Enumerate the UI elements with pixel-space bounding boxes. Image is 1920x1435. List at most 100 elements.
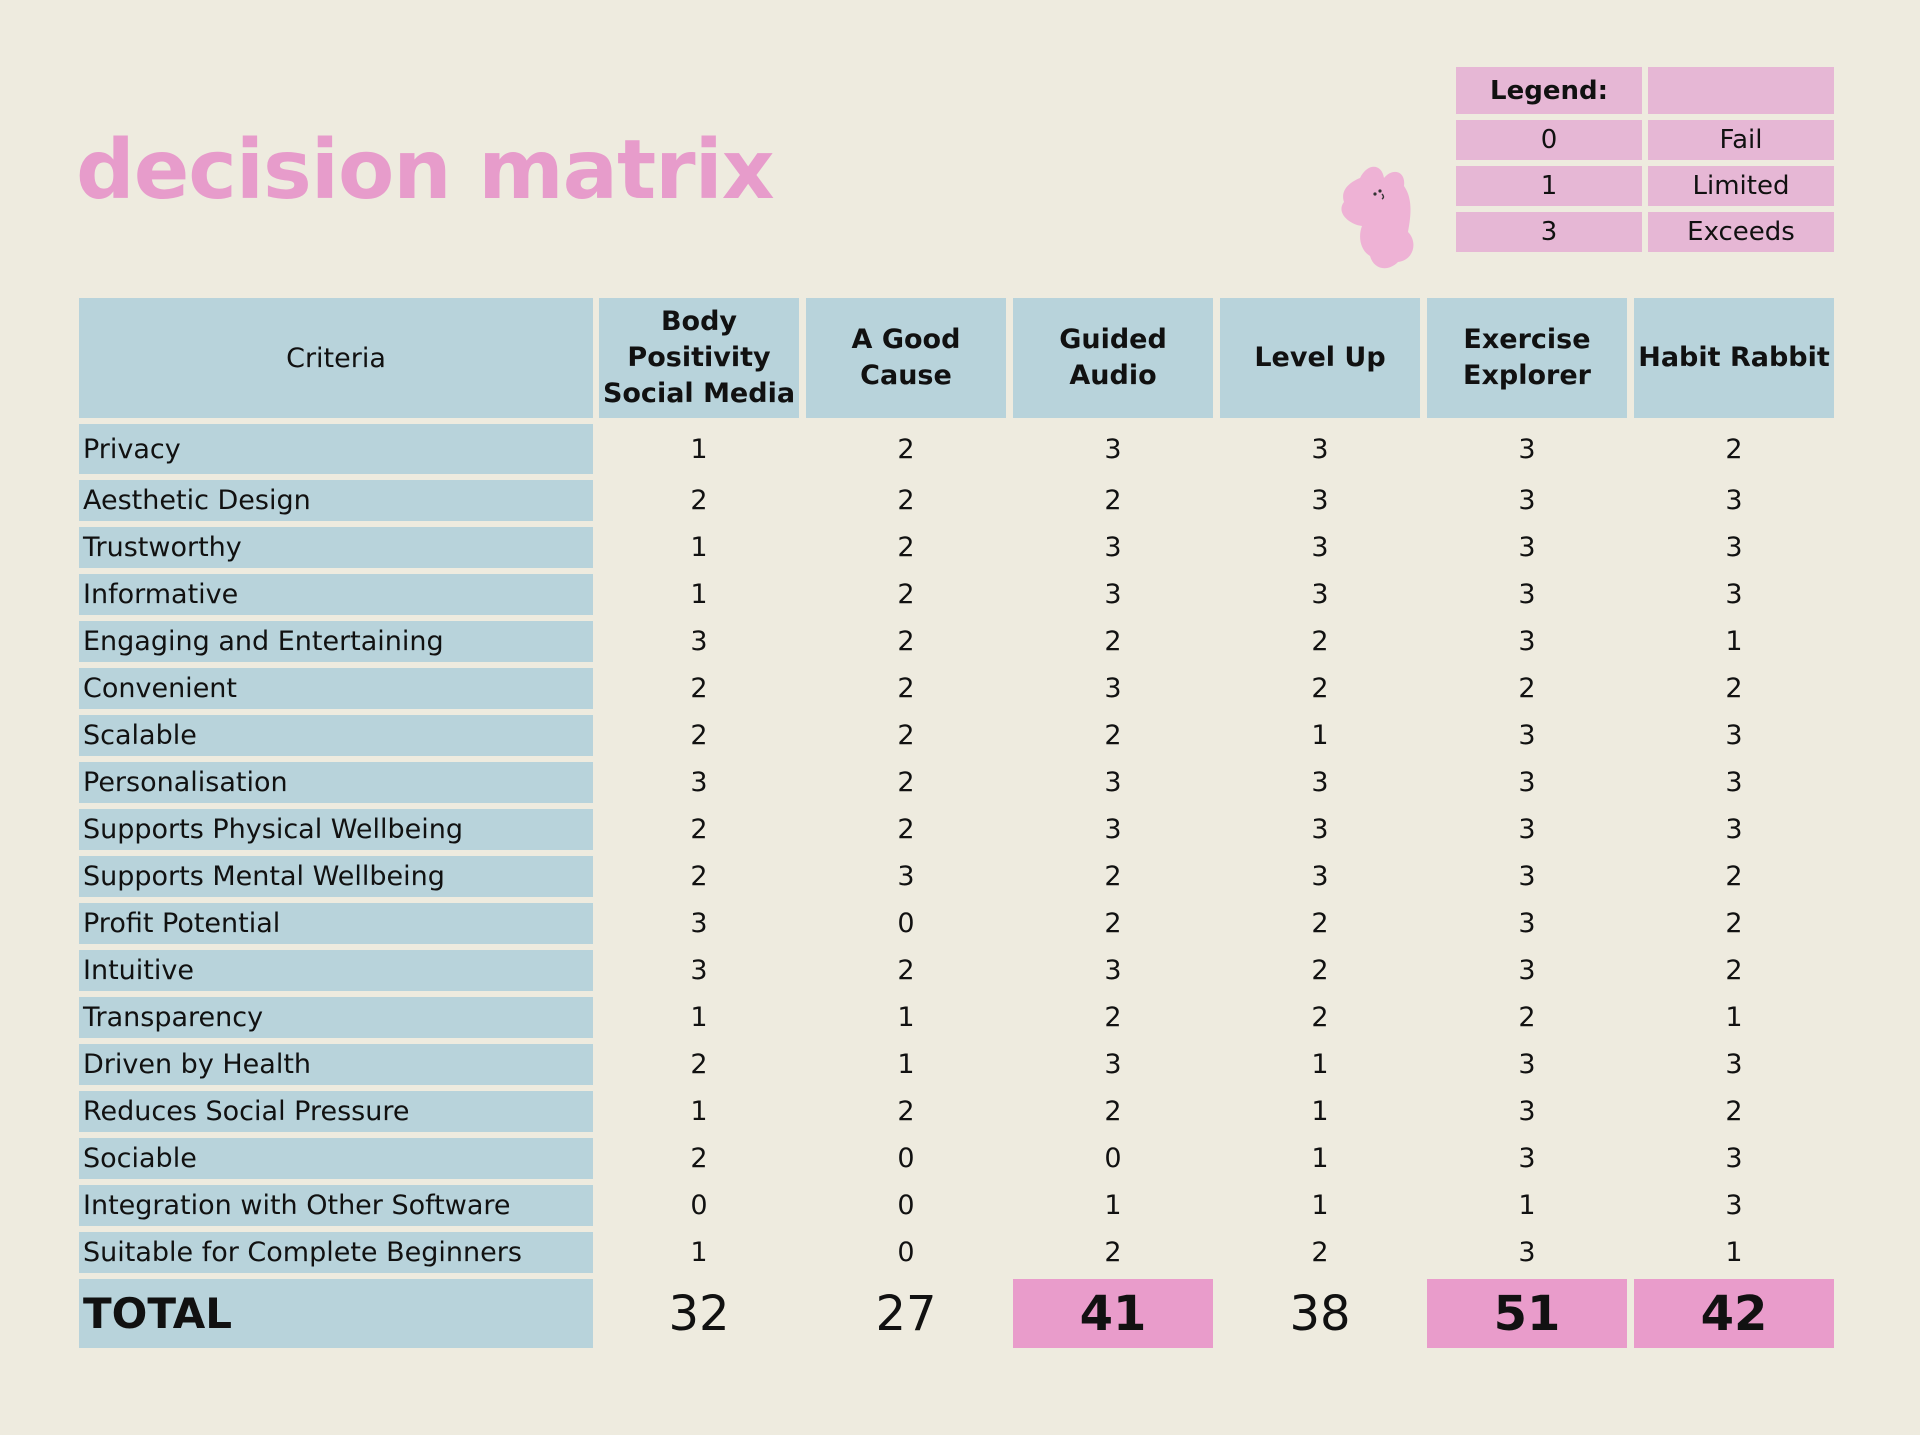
- option-header: A Good Cause: [806, 298, 1006, 418]
- score-cell: 1: [690, 532, 708, 563]
- score-cell: 2: [1104, 485, 1122, 516]
- score-cell: 3: [1518, 1237, 1536, 1268]
- score-cell: 3: [1725, 485, 1743, 516]
- score-cell: 3: [1518, 579, 1536, 610]
- table-body: Privacy 1 2 3 3 3 2 Aesthetic Design 2 2 2 3 3 3 Trust…: [79, 424, 1834, 1273]
- score-cell: 3: [1311, 861, 1329, 892]
- score-cell: 3: [1725, 532, 1743, 563]
- score-cell: 1: [1104, 1190, 1122, 1221]
- score-cell: 2: [1311, 955, 1329, 986]
- score-cell: 3: [1518, 767, 1536, 798]
- table-row: Engaging and Entertaining 3 2 2 2 3 1: [79, 621, 1834, 662]
- score-cell: 0: [897, 1143, 915, 1174]
- score-cell: 2: [1725, 1096, 1743, 1127]
- score-cell: 2: [1725, 955, 1743, 986]
- score-cell: 1: [690, 579, 708, 610]
- criterion-label: Privacy: [79, 424, 593, 474]
- table-row: Trustworthy 1 2 3 3 3 3: [79, 527, 1834, 568]
- score-cell: 1: [897, 1049, 915, 1080]
- legend-header-row: Legend:: [1456, 67, 1834, 114]
- total-value: 42: [1634, 1279, 1834, 1348]
- score-cell: 3: [1104, 532, 1122, 563]
- score-cell: 2: [690, 1143, 708, 1174]
- table-row: Personalisation 3 2 3 3 3 3: [79, 762, 1834, 803]
- total-value: 27: [875, 1285, 937, 1342]
- score-cell: 2: [690, 814, 708, 845]
- score-cell: 1: [1311, 1049, 1329, 1080]
- legend: Legend: 0 Fail 1 Limited 3 Exceeds: [1456, 67, 1834, 258]
- score-cell: 3: [690, 626, 708, 657]
- score-cell: 3: [1518, 626, 1536, 657]
- score-cell: 3: [1104, 673, 1122, 704]
- score-cell: 0: [690, 1190, 708, 1221]
- legend-entry: 3 Exceeds: [1456, 212, 1834, 252]
- score-cell: 2: [1518, 673, 1536, 704]
- score-cell: 1: [1725, 626, 1743, 657]
- option-header: Habit Rabbit: [1634, 298, 1834, 418]
- score-cell: 3: [1104, 955, 1122, 986]
- table-row: Driven by Health 2 1 3 1 3 3: [79, 1044, 1834, 1085]
- score-cell: 0: [897, 1237, 915, 1268]
- table-row: Informative 1 2 3 3 3 3: [79, 574, 1834, 615]
- table-row: Transparency 1 1 2 2 2 1: [79, 997, 1834, 1038]
- score-cell: 2: [1311, 1237, 1329, 1268]
- score-cell: 2: [897, 532, 915, 563]
- score-cell: 2: [1104, 626, 1122, 657]
- score-cell: 3: [1725, 1049, 1743, 1080]
- option-header: Level Up: [1220, 298, 1420, 418]
- score-cell: 3: [1518, 814, 1536, 845]
- score-cell: 2: [1518, 1002, 1536, 1033]
- score-cell: 2: [690, 1049, 708, 1080]
- score-cell: 2: [1311, 908, 1329, 939]
- score-cell: 2: [1104, 1096, 1122, 1127]
- table-row: Supports Mental Wellbeing 2 3 2 3 3 2: [79, 856, 1834, 897]
- score-cell: 2: [897, 1096, 915, 1127]
- score-cell: 1: [690, 433, 708, 465]
- score-cell: 2: [897, 673, 915, 704]
- score-cell: 3: [1104, 433, 1122, 465]
- score-cell: 2: [1725, 908, 1743, 939]
- score-cell: 2: [1311, 626, 1329, 657]
- legend-entry: 0 Fail: [1456, 120, 1834, 160]
- legend-meaning: Exceeds: [1648, 212, 1834, 252]
- table-row: Integration with Other Software 0 0 1 1 1 3: [79, 1185, 1834, 1226]
- table-row: Reduces Social Pressure 1 2 2 1 3 2: [79, 1091, 1834, 1132]
- score-cell: 2: [1104, 720, 1122, 751]
- total-value: 38: [1289, 1285, 1351, 1342]
- option-header: Body Positivity Social Media: [599, 298, 799, 418]
- total-value: 41: [1013, 1279, 1213, 1348]
- score-cell: 1: [690, 1237, 708, 1268]
- criterion-label: Reduces Social Pressure: [79, 1091, 593, 1132]
- score-cell: 3: [1518, 908, 1536, 939]
- score-cell: 3: [1311, 485, 1329, 516]
- criterion-label: Supports Mental Wellbeing: [79, 856, 593, 897]
- legend-score: 1: [1456, 166, 1642, 206]
- page-title: decision matrix: [76, 123, 775, 218]
- score-cell: 3: [1725, 814, 1743, 845]
- criterion-label: Transparency: [79, 997, 593, 1038]
- score-cell: 3: [1311, 433, 1329, 465]
- score-cell: 3: [1104, 579, 1122, 610]
- criterion-label: Engaging and Entertaining: [79, 621, 593, 662]
- score-cell: 3: [1518, 955, 1536, 986]
- score-cell: 1: [690, 1096, 708, 1127]
- option-header: Guided Audio: [1013, 298, 1213, 418]
- criterion-label: Sociable: [79, 1138, 593, 1179]
- score-cell: 3: [1725, 720, 1743, 751]
- total-row: TOTAL 32 27 41 38 51 42: [79, 1279, 1834, 1348]
- score-cell: 2: [897, 433, 915, 465]
- score-cell: 3: [1518, 485, 1536, 516]
- table-row: Privacy 1 2 3 3 3 2: [79, 424, 1834, 474]
- score-cell: 2: [897, 626, 915, 657]
- score-cell: 0: [897, 908, 915, 939]
- score-cell: 2: [897, 485, 915, 516]
- score-cell: 3: [1104, 814, 1122, 845]
- table-row: Suitable for Complete Beginners 1 0 2 2 3 1: [79, 1232, 1834, 1273]
- criterion-label: Personalisation: [79, 762, 593, 803]
- score-cell: 2: [1104, 861, 1122, 892]
- score-cell: 2: [897, 720, 915, 751]
- table-row: Intuitive 3 2 3 2 3 2: [79, 950, 1834, 991]
- score-cell: 2: [1725, 861, 1743, 892]
- score-cell: 2: [1104, 1237, 1122, 1268]
- score-cell: 0: [897, 1190, 915, 1221]
